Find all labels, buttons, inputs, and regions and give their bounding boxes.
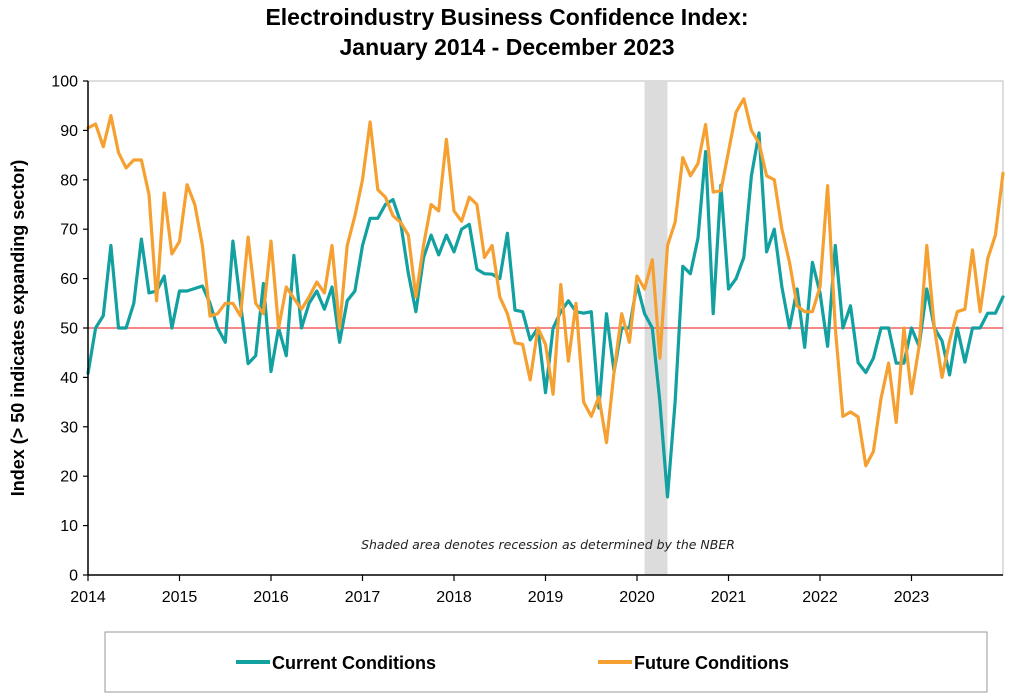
y-tick-label: 70 [60, 222, 78, 239]
x-tick-label: 2022 [802, 589, 838, 606]
x-tick-label: 2014 [70, 589, 106, 606]
x-tick-label: 2020 [619, 589, 655, 606]
series-line-current-conditions [86, 131, 1005, 499]
y-tick-label: 60 [60, 271, 78, 288]
x-tick-label: 2019 [528, 589, 564, 606]
x-tick-label: 2016 [253, 589, 289, 606]
x-tick-label: 2015 [162, 589, 198, 606]
legend-label-current-conditions: Current Conditions [272, 653, 436, 673]
recession-annotation: Shaded area denotes recession as determi… [361, 537, 735, 552]
x-tick-label: 2021 [711, 589, 747, 606]
x-tick-label: 2018 [436, 589, 472, 606]
y-tick-label: 20 [60, 469, 78, 486]
legend: Current Conditions Future Conditions [104, 631, 988, 693]
y-tick-label: 80 [60, 172, 78, 189]
x-tick-label: 2023 [894, 589, 930, 606]
chart-title-line-2: January 2014 - December 2023 [340, 34, 675, 60]
y-tick-label: 0 [69, 568, 78, 585]
series-line-future-conditions [86, 97, 1005, 468]
chart-title-line-1: Electroindustry Business Confidence Inde… [265, 4, 748, 30]
y-tick-label: 100 [51, 74, 78, 91]
y-tick-label: 50 [60, 321, 78, 338]
legend-label-future-conditions: Future Conditions [634, 653, 789, 673]
x-tick-label: 2017 [345, 589, 381, 606]
y-tick-label: 90 [60, 123, 78, 140]
y-tick-label: 10 [60, 518, 78, 535]
y-tick-label: 40 [60, 370, 78, 387]
y-axis-label: Index (> 50 indicates expanding sector) [8, 160, 28, 497]
y-tick-label: 30 [60, 419, 78, 436]
